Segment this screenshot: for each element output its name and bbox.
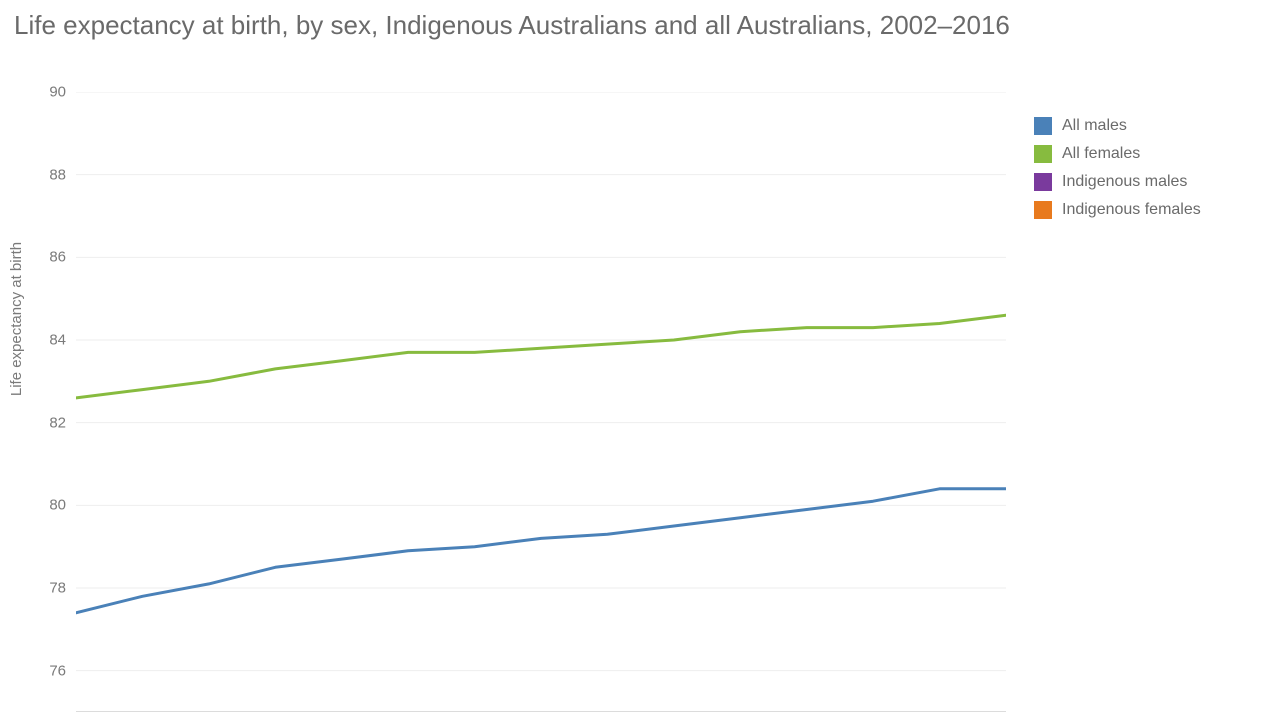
- legend-swatch: [1034, 201, 1052, 219]
- plot-area: 7678808284868890: [76, 92, 1006, 712]
- y-tick-label: 88: [49, 166, 66, 183]
- y-tick-label: 78: [49, 580, 66, 597]
- legend-swatch: [1034, 173, 1052, 191]
- legend-item-all-males[interactable]: All males: [1034, 112, 1264, 140]
- chart-title: Life expectancy at birth, by sex, Indige…: [14, 8, 1260, 43]
- y-axis-label: Life expectancy at birth: [8, 194, 25, 444]
- series-line-all-males: [76, 489, 1006, 613]
- legend-item-indigenous-males[interactable]: Indigenous males: [1034, 168, 1264, 196]
- y-tick-label: 80: [49, 497, 66, 514]
- y-tick-label: 76: [49, 662, 66, 679]
- legend-item-indigenous-females[interactable]: Indigenous females: [1034, 196, 1264, 224]
- legend-label: Indigenous females: [1062, 201, 1201, 219]
- chart-container: Life expectancy at birth, by sex, Indige…: [0, 0, 1280, 720]
- legend: All males All females Indigenous males Indi…: [1034, 112, 1264, 224]
- y-tick-label: 90: [49, 84, 66, 101]
- legend-label: All males: [1062, 117, 1127, 135]
- legend-label: All females: [1062, 145, 1140, 163]
- legend-swatch: [1034, 145, 1052, 163]
- y-tick-label: 82: [49, 414, 66, 431]
- legend-item-all-females[interactable]: All females: [1034, 140, 1264, 168]
- legend-swatch: [1034, 117, 1052, 135]
- chart-svg: [76, 92, 1006, 712]
- series-line-all-females: [76, 315, 1006, 398]
- chart-area: Life expectancy at birth 767880828486889…: [14, 92, 1026, 712]
- legend-label: Indigenous males: [1062, 173, 1187, 191]
- y-tick-label: 84: [49, 332, 66, 349]
- y-tick-label: 86: [49, 249, 66, 266]
